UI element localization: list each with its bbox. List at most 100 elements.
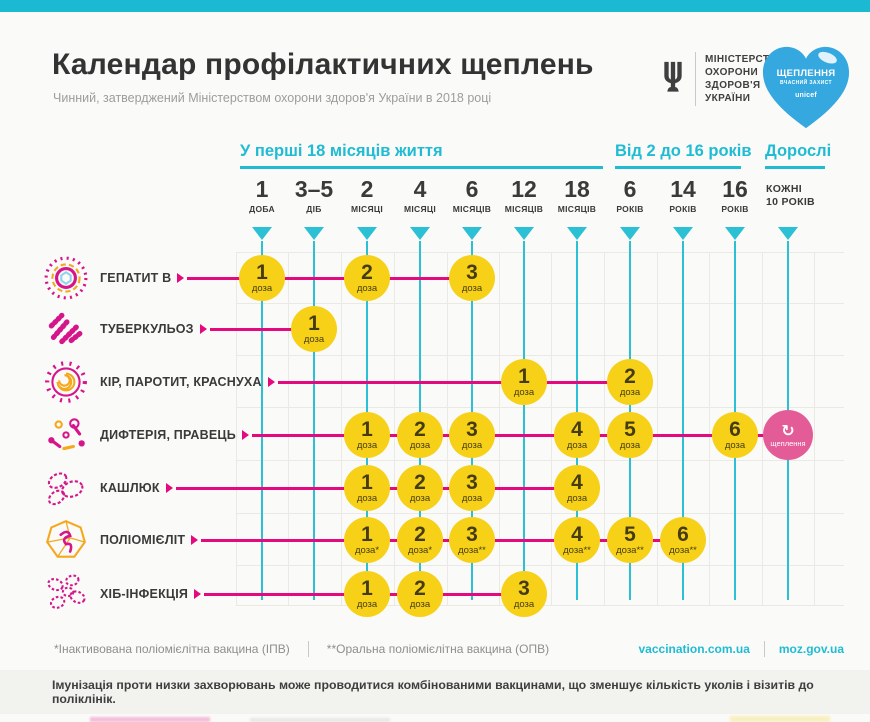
grid-line-v [447,252,448,605]
dose-circle: 2 доза [344,255,390,301]
vaccine-row-label: ГЕПАТИТ В [100,271,185,285]
dose-number: 1 [361,470,373,494]
bacteria-diphtheria-icon [43,412,89,458]
dose-circle: 2 доза [607,359,653,405]
row-arrow-icon [194,589,202,599]
dose-circle: 1 доза [344,571,390,617]
dose-circle: 4 доза** [554,517,600,563]
column-age-unit: МІСЯЦІВ [452,204,492,214]
grid-line-v [551,252,552,605]
dose-unit: доза [356,439,378,451]
dose-number: 6 [677,522,689,546]
grid-line-v [341,252,342,605]
dose-number: 3 [466,522,478,546]
row-connector-line [252,434,788,437]
row-arrow-icon [241,430,249,440]
repeat-icon: ↻ [781,420,795,440]
cutoff-artwork [90,717,210,722]
column-age-value: 14 [670,176,696,202]
ministry-logo-text: МІНІСТЕРСТВО ОХОРОНИ ЗДОРОВ'Я УКРАЇНИ [705,53,785,105]
dose-number: 2 [361,260,373,284]
column-age-value: 12 [511,176,537,202]
row-arrow-icon [199,324,207,334]
ministry-logo-line: УКРАЇНИ [705,93,751,104]
grid-line-h [236,565,844,566]
cutoff-artwork [250,718,390,722]
dose-number: 3 [466,260,478,284]
column-age-unit: ДІБ [306,204,322,214]
footnote-opv: **Оральна поліомієлітна вакцина (ОПВ) [326,642,550,656]
dose-unit: доза [724,439,746,451]
dose-circle: 1 доза [344,465,390,511]
cutoff-artwork [730,716,830,722]
dose-circle: 3 доза** [449,517,495,563]
column-age-value: 6 [465,176,479,202]
grid-line-v [814,252,815,605]
vaccination-campaign-logo: ЩЕПЛЕННЯ ВЧАСНИЙ ЗАХИСТ unicef [757,42,855,134]
unicef-brand: unicef [795,92,817,99]
dose-circle: 1 доза [344,412,390,458]
grid-line-v [604,252,605,605]
footnote-ipv: *Інактивована поліомієлітна вакцина (ІПВ… [54,642,290,656]
column-marker-triangle-icon [620,227,640,240]
column-age-unit: МІСЯЦІВ [557,204,597,214]
dose-unit: доза [356,492,378,504]
grid-line-h [236,252,844,253]
column-age-value: 1 [255,176,269,202]
column-timeline-line [261,241,263,600]
column-timeline-line [682,241,684,600]
links-divider [763,641,765,657]
dose-unit: доза [461,282,483,294]
dose-unit: доза [303,333,325,345]
grid-line-v [657,252,658,605]
link-vaccination[interactable]: vaccination.com.ua [638,642,750,656]
campaign-title: ЩЕПЛЕННЯ [776,68,836,79]
dose-unit: доза [513,386,535,398]
column-marker-triangle-icon [725,227,745,240]
dose-number: 1 [518,364,530,388]
grid-line-h [236,513,844,514]
column-age-unit: МІСЯЦІ [350,204,384,214]
column-age-value: 3–5 [294,176,334,202]
row-arrow-icon [191,535,199,545]
ministry-logo: МІНІСТЕРСТВО ОХОРОНИ ЗДОРОВ'Я УКРАЇНИ [660,52,785,106]
dose-number: 1 [308,311,320,335]
dose-unit: доза [566,439,588,451]
dose-unit: доза** [458,544,486,556]
link-moz[interactable]: moz.gov.ua [778,642,844,656]
dose-circle: 2 доза [397,571,443,617]
dose-circle: 3 доза [449,255,495,301]
dose-circle: 3 доза [449,465,495,511]
virus-hepatitis-icon [43,255,89,301]
bacteria-hib-icon [43,571,89,617]
ministry-logo-line: МІНІСТЕРСТВО [705,54,785,65]
footnotes: *Інактивована поліомієлітна вакцина (ІПВ… [54,641,549,657]
dose-circle: 6 доза** [660,517,706,563]
dose-circle: 1 доза [291,306,337,352]
dose-circle: 2 доза* [397,517,443,563]
ministry-logo-line: ЗДОРОВ'Я [705,80,761,91]
dose-circle: 1 доза [501,359,547,405]
dose-unit: доза** [563,544,591,556]
column-marker-triangle-icon [357,227,377,240]
virus-polio-icon [43,517,89,563]
campaign-subtitle: ВЧАСНИЙ ЗАХИСТ [779,80,833,86]
section-label: Дорослі [765,142,832,160]
footer-links: vaccination.com.ua moz.gov.ua [638,641,844,657]
dose-circle: 3 доза [501,571,547,617]
dose-circle: 5 доза [607,412,653,458]
column-age-value: 16 [722,176,748,202]
ministry-logo-divider [695,52,696,106]
column-marker-triangle-icon [673,227,693,240]
grid-line-h [236,355,844,356]
vaccine-row-label: ДИФТЕРІЯ, ПРАВЕЦЬ [100,428,249,442]
column-age-unit: РОКІВ [669,204,697,214]
bottom-note: Імунізація проти низки захворювань може … [52,678,814,706]
dose-unit: доза [619,386,641,398]
vaccine-row-label: ХІБ-ІНФЕКЦІЯ [100,587,202,601]
dose-unit: доза [409,598,431,610]
dose-unit: доза [251,282,273,294]
dose-unit: доза [461,492,483,504]
grid-line-v [499,252,500,605]
vaccine-row-label: ПОЛІОМІЄЛІТ [100,533,199,547]
